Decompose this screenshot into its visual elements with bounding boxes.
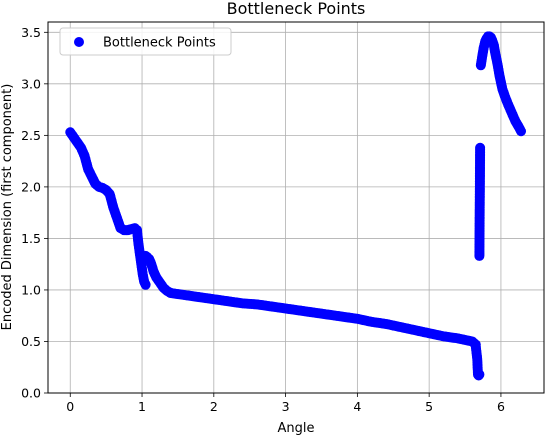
legend-label: Bottleneck Points [103,36,216,51]
x-tick-label: 0 [66,399,74,414]
plot-frame [47,21,545,394]
x-tick-label: 2 [210,399,218,414]
y-tick-label: 0.5 [21,334,41,349]
y-tick-label: 2.0 [21,179,41,194]
legend-marker [74,37,84,47]
y-tick-label: 0.0 [21,386,41,401]
x-tick-label: 4 [353,399,361,414]
y-tick-label: 3.0 [21,76,41,91]
chart-title: Bottleneck Points [227,0,366,18]
x-tick-label: 5 [425,399,433,414]
y-tick-label: 2.5 [21,128,41,143]
data-point [140,279,151,290]
legend: Bottleneck Points [59,27,232,56]
y-tick-label: 3.5 [21,25,41,40]
data-point [475,142,486,153]
y-axis: 0.0 0.5 1.0 1.5 2.0 2.5 3.0 3.5 [21,25,48,401]
data-point [516,126,527,137]
y-tick-label: 1.5 [21,231,41,246]
y-axis-label: Encoded Dimension (first component) [0,84,15,331]
y-tick-label: 1.0 [21,282,41,297]
x-tick-label: 1 [138,399,146,414]
x-tick-label: 6 [497,399,505,414]
legend-box [59,27,232,56]
x-axis: 0 1 2 3 4 5 6 [66,393,505,414]
x-axis-label: Angle [278,421,315,435]
data-points [65,31,527,381]
x-tick-label: 3 [282,399,290,414]
data-point [474,369,485,380]
